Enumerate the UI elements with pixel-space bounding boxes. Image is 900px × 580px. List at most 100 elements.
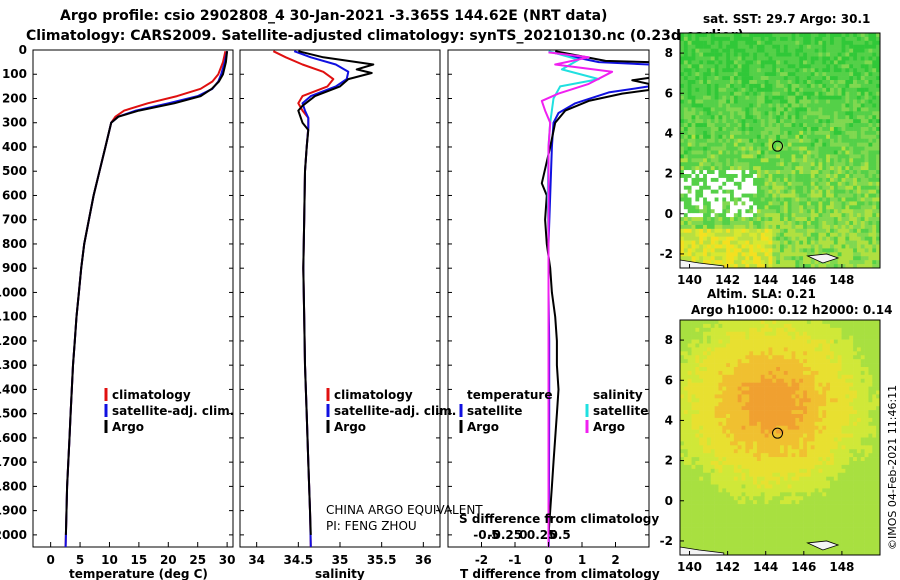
map-cell: [837, 406, 842, 411]
map-cell: [680, 40, 685, 46]
map-cell: [760, 228, 765, 234]
map-cell: [764, 252, 769, 257]
map-cell: [768, 217, 773, 222]
map-cell: [687, 60, 692, 65]
map-cell: [864, 347, 869, 352]
map-cell: [849, 390, 854, 395]
map-cell: [714, 256, 719, 261]
map-cell: [803, 359, 808, 364]
map-cell: [822, 40, 827, 46]
map-cell: [783, 103, 788, 108]
map-cell: [799, 240, 804, 245]
map-cell: [872, 162, 877, 167]
map-cell: [772, 347, 777, 352]
map-cell: [826, 429, 831, 434]
map-cell: [860, 429, 865, 434]
map-cell: [741, 48, 746, 53]
map-cell: [876, 33, 881, 38]
map-cell: [699, 158, 704, 163]
map-cell: [772, 111, 777, 116]
map-cell: [864, 44, 869, 49]
map-cell: [760, 56, 765, 61]
map-cell: [756, 343, 762, 348]
map-cell: [803, 193, 808, 198]
map-cell: [680, 213, 685, 218]
map-cell: [856, 248, 862, 253]
map-cell: [814, 201, 819, 206]
map-cell: [695, 374, 700, 380]
map-cell: [822, 382, 827, 387]
map-cell: [830, 127, 835, 132]
map-cell: [814, 213, 819, 218]
map-cell: [764, 119, 769, 124]
map-cell: [741, 91, 746, 96]
map-cell: [691, 228, 696, 234]
map-cell: [710, 414, 715, 419]
map-cell: [764, 177, 769, 183]
map-cell: [876, 40, 881, 46]
map-cell: [833, 417, 838, 423]
map-cell: [830, 232, 835, 237]
map-cell: [749, 406, 754, 411]
map-cell: [795, 402, 800, 407]
map-cell: [772, 103, 777, 108]
map-cell: [806, 52, 812, 57]
map-cell: [714, 48, 719, 53]
map-cell: [833, 150, 838, 155]
map-cell: [810, 201, 815, 206]
map-cell: [772, 331, 777, 336]
map-cell: [756, 421, 762, 427]
map-cell: [860, 64, 865, 69]
map-cell: [753, 213, 758, 218]
map-cell: [699, 60, 704, 65]
map-cell: [706, 95, 712, 100]
map-cell: [864, 127, 869, 132]
map-cell: [830, 378, 835, 383]
map-cell: [683, 48, 688, 53]
map-cell: [749, 64, 754, 69]
map-cell: [791, 335, 796, 340]
map-cell: [760, 60, 765, 65]
map-cell: [730, 351, 735, 356]
map-cell: [845, 48, 850, 53]
map-cell: [733, 127, 738, 132]
map-cell: [783, 107, 788, 112]
map-cell: [868, 193, 873, 198]
map-cell: [753, 134, 758, 140]
map-cell: [733, 166, 738, 171]
map-cell: [764, 355, 769, 360]
map-cell: [695, 390, 700, 395]
map-cell: [853, 166, 858, 171]
map-cell: [833, 115, 838, 120]
map-cell: [810, 170, 815, 175]
map-cell: [753, 138, 758, 143]
map-cell: [787, 95, 792, 100]
map-cell: [830, 327, 835, 333]
map-cell: [856, 150, 862, 155]
map-cell: [830, 363, 835, 368]
map-cell: [799, 236, 804, 241]
map-cell: [749, 248, 754, 253]
map-cell: [756, 158, 762, 163]
map-cell: [768, 119, 773, 124]
map-cell: [830, 224, 835, 230]
map-cell: [772, 177, 777, 183]
map-cell: [806, 343, 812, 348]
map-cell: [749, 370, 754, 376]
map-cell: [706, 331, 712, 336]
map-cell: [737, 213, 742, 218]
map-cell: [680, 370, 685, 376]
map-cell: [826, 87, 831, 93]
map-cell: [753, 260, 758, 265]
map-cell: [741, 236, 746, 241]
map-cell: [764, 142, 769, 147]
map-cell: [706, 406, 712, 411]
map-cell: [776, 166, 781, 171]
map-cell: [806, 359, 812, 364]
map-cell: [749, 72, 754, 77]
map-cell: [745, 205, 750, 210]
map-cell: [783, 252, 788, 257]
map-cell: [822, 363, 827, 368]
map-cell: [687, 40, 692, 46]
map-cell: [714, 228, 719, 234]
